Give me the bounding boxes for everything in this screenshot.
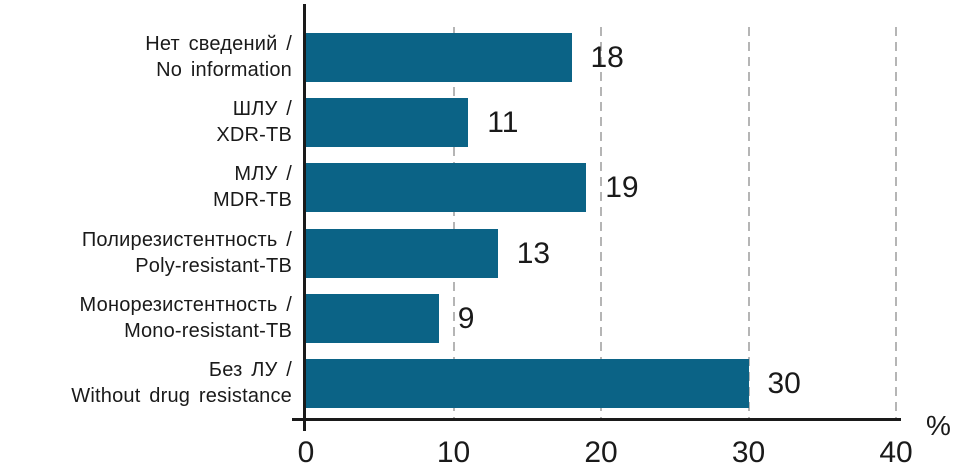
x-tick-label: 30 (731, 436, 766, 469)
value-label: 19 (605, 171, 639, 205)
category-label-line2: Mono-resistant-TB (124, 319, 292, 342)
bar (306, 163, 587, 213)
category-label-line1: Без ЛУ / (208, 359, 292, 381)
category-label: Полирезистентность / Poly-resistant-TB (82, 227, 292, 279)
bar (306, 228, 498, 278)
x-tick-label: 20 (584, 436, 618, 469)
category-label: Нет сведений / No information (145, 31, 292, 83)
category-label: МЛУ / MDR-TB (213, 161, 292, 213)
value-label: 13 (516, 236, 551, 270)
bar (306, 359, 749, 408)
bar (306, 33, 572, 82)
category-label-line1: Монорезистентность / (79, 293, 292, 316)
category-label: ШЛУ / XDR-TB (216, 96, 292, 148)
category-label-line2: MDR-TB (213, 189, 292, 212)
category-label-line1: Полирезистентность / (81, 228, 292, 251)
gridline (600, 27, 602, 419)
category-label-line1: Нет сведений / (145, 33, 292, 55)
gridline (452, 27, 455, 419)
category-label: Монорезистентность / Mono-resistant-TB (80, 292, 292, 344)
x-tick-label: 10 (436, 436, 471, 469)
category-label: Без ЛУ / Without drug resistance (71, 357, 292, 409)
x-axis-line (292, 418, 901, 421)
bar (306, 293, 439, 343)
category-label-line2: XDR-TB (216, 124, 292, 147)
gridline (747, 27, 750, 419)
value-label: 11 (487, 106, 519, 140)
bar (306, 98, 469, 148)
category-label-line2: Without drug resistance (71, 385, 292, 407)
y-axis-line (303, 4, 306, 431)
category-label-line1: ШЛУ / (232, 98, 292, 121)
x-axis-unit-label: % (926, 410, 951, 441)
category-label-line2: Poly-resistant-TB (135, 254, 292, 277)
x-tick-label: 40 (879, 436, 913, 469)
category-label-line2: No information (156, 59, 292, 81)
x-tick-label: 0 (297, 436, 315, 469)
gridline (895, 27, 897, 419)
category-label-line1: МЛУ / (234, 163, 292, 186)
value-label: 18 (590, 41, 624, 74)
value-label: 30 (767, 367, 801, 400)
value-label: 9 (457, 301, 475, 335)
